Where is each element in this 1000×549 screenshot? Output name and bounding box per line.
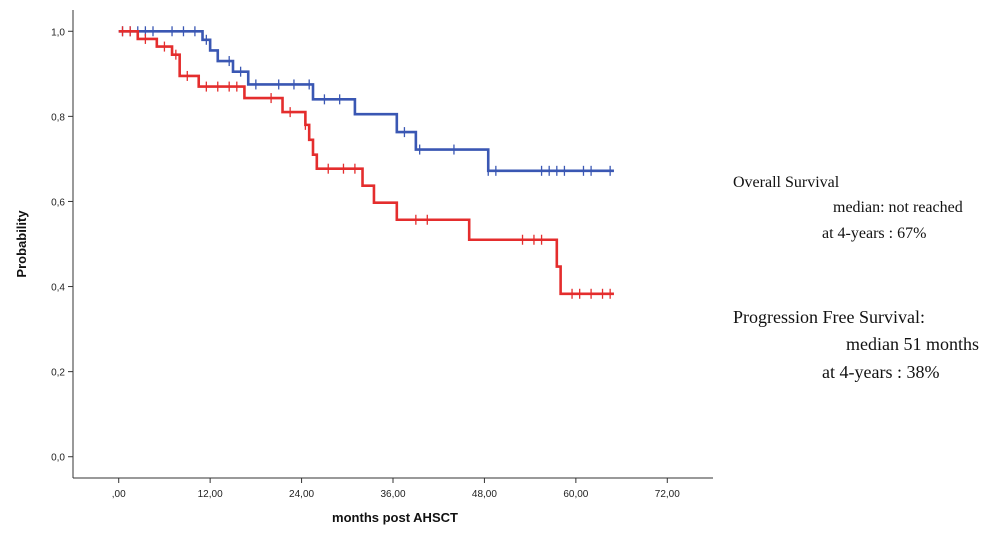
survival-curves — [118, 26, 614, 299]
series-overall-survival — [118, 26, 614, 176]
y-tick-label: 0,6 — [51, 197, 65, 208]
legend-os-median: median: not reached — [833, 199, 963, 216]
x-tick-label: 12,00 — [198, 489, 223, 500]
x-tick-label: 48,00 — [472, 489, 497, 500]
survival-line — [118, 29, 614, 173]
y-tick-label: 0,0 — [51, 453, 65, 464]
legend-pfs-median: median 51 months — [846, 334, 979, 354]
x-tick-label: ,00 — [112, 489, 126, 500]
x-axis-label: months post AHSCT — [332, 510, 458, 525]
x-tick-label: 36,00 — [380, 489, 405, 500]
series-progression-free-survival — [118, 26, 614, 299]
legend-os-4yr: at 4-years : 67% — [822, 225, 927, 242]
legend-pfs-title: Progression Free Survival: — [733, 307, 925, 327]
survival-line — [118, 29, 614, 296]
x-tick-label: 24,00 — [289, 489, 314, 500]
y-tick-label: 0,2 — [51, 368, 65, 379]
x-tick-label: 72,00 — [655, 489, 680, 500]
chart-axes: 0,0 0,2 0,4 0,6 0,8 1,0 ,00 12,00 24,00 36,00 48,0… — [51, 10, 713, 500]
y-tick-label: 0,8 — [51, 112, 65, 123]
y-tick-label: 0,4 — [51, 283, 65, 294]
legend-pfs-4yr: at 4-years : 38% — [822, 362, 940, 382]
legend-os-title: Overall Survival — [733, 174, 840, 191]
x-tick-label: 60,00 — [563, 489, 588, 500]
y-tick-label: 1,0 — [51, 27, 65, 38]
y-axis-label: Probability — [14, 210, 29, 278]
